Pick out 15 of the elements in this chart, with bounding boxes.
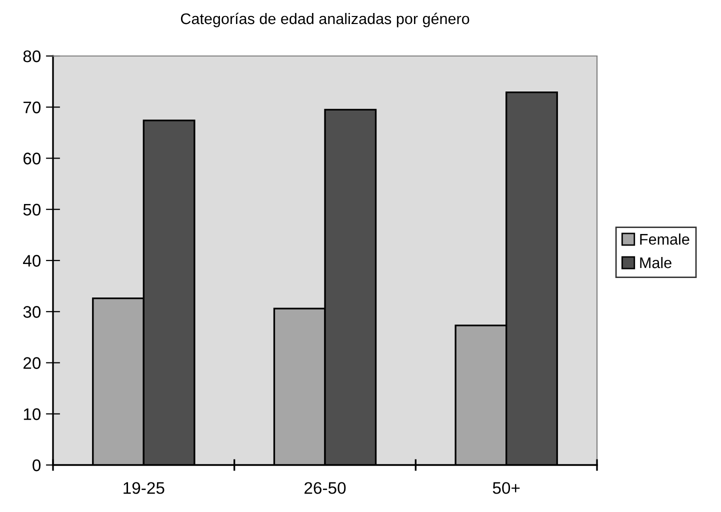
legend-label: Male <box>640 256 672 268</box>
y-tick-label: 0 <box>32 459 41 472</box>
x-tick-label: 19-25 <box>124 482 164 494</box>
y-tick-label: 10 <box>24 408 41 420</box>
legend-label: Female <box>640 233 690 245</box>
y-tick-label: 60 <box>24 152 41 164</box>
y-tick-label: 50 <box>23 204 41 216</box>
y-tick-label: 70 <box>24 102 41 114</box>
x-tick-label: 50+ <box>492 482 520 494</box>
y-tick-label: 80 <box>23 50 41 62</box>
y-tick-label: 20 <box>23 357 41 369</box>
chart-title: Categorías de edad analizadas por género <box>180 12 470 28</box>
y-tick-label: 30 <box>23 306 41 318</box>
y-tick-label: 40 <box>23 254 41 267</box>
x-tick-label: 26-50 <box>304 482 346 494</box>
